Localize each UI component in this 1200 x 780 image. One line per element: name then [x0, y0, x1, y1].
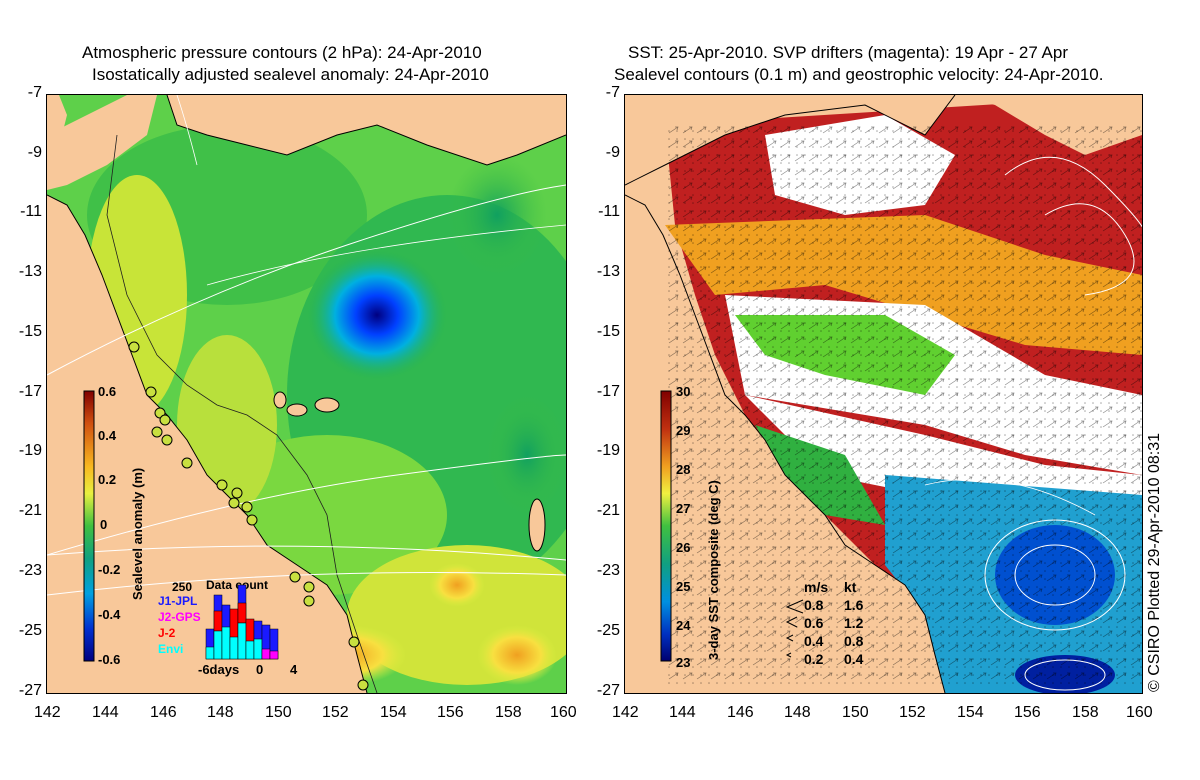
right-x-tick: 150 — [842, 704, 869, 721]
left-x-tick: 156 — [437, 704, 464, 721]
right-y-tick: -15 — [596, 323, 620, 340]
sla-tick-2: 0.2 — [98, 472, 117, 487]
sst-tick-24: 24 — [676, 618, 691, 633]
sla-tick-3: 0 — [100, 517, 108, 532]
legend-j2: J2-GPS — [158, 610, 201, 624]
right-y-tick: -9 — [605, 144, 620, 161]
left-title-line1: Atmospheric pressure contours (2 hPa): 2… — [82, 43, 482, 62]
right-x-tick: 152 — [899, 704, 926, 721]
vel-row-kt: 1.2 — [844, 615, 864, 631]
vel-header-ms: m/s — [804, 579, 829, 595]
sla-tick-0: 0.6 — [98, 384, 117, 399]
left-y-tick: -25 — [18, 622, 42, 639]
left-y-tick: -19 — [18, 442, 42, 459]
vel-row-ms: 0.6 — [804, 615, 824, 631]
right-x-tick: 160 — [1126, 704, 1153, 721]
right-x-tick: 158 — [1072, 704, 1099, 721]
sealevel-colorbar — [83, 390, 95, 662]
velocity-legend: m/s kt 0.8 1.6 0.6 1.2 0.4 0.8 0.2 0.4 — [804, 578, 863, 668]
legend-j1: J1-JPL — [158, 594, 198, 608]
sst-tick-25: 25 — [676, 579, 691, 594]
data-count-inset: 250 Data count J1-JPL J2-GPS J-2 Envi -6… — [150, 576, 300, 681]
vel-row-kt: 1.6 — [844, 597, 864, 613]
legend-j-2: J-2 — [158, 626, 176, 640]
right-x-tick: 154 — [957, 704, 984, 721]
left-y-tick: -17 — [18, 383, 42, 400]
sst-map — [624, 94, 1143, 694]
right-y-tick: -13 — [596, 263, 620, 280]
left-y-tick: -13 — [18, 263, 42, 280]
data-count-x-end: 4 — [290, 662, 298, 677]
right-x-tick: 148 — [784, 704, 811, 721]
left-y-tick: -23 — [18, 562, 42, 579]
sealevel-anomaly-map-graphic — [47, 95, 566, 693]
sst-tick-29: 29 — [676, 423, 691, 438]
left-y-tick: -9 — [27, 144, 42, 161]
sst-tick-30: 30 — [676, 384, 691, 399]
right-y-tick: -19 — [596, 442, 620, 459]
left-x-tick: 158 — [495, 704, 522, 721]
sst-tick-26: 26 — [676, 540, 691, 555]
left-x-tick: 142 — [34, 704, 61, 721]
sst-tick-28: 28 — [676, 462, 691, 477]
left-y-tick: -27 — [18, 682, 42, 699]
sla-colorbar-label: Sealevel anomaly (m) — [130, 467, 145, 600]
left-y-tick: -21 — [18, 502, 42, 519]
left-x-tick: 144 — [92, 704, 119, 721]
left-x-tick: 152 — [322, 704, 349, 721]
sla-tick-4: -0.2 — [98, 562, 121, 577]
sst-tick-27: 27 — [676, 501, 691, 516]
left-y-tick: -7 — [27, 84, 42, 101]
right-y-tick: -11 — [598, 203, 620, 220]
data-count-x-start: -6days — [198, 662, 240, 677]
sla-tick-1: 0.4 — [98, 428, 117, 443]
right-x-tick: 142 — [612, 704, 639, 721]
right-y-tick: -23 — [596, 562, 620, 579]
sst-tick-23: 23 — [676, 655, 691, 670]
right-y-tick: -17 — [596, 383, 620, 400]
vel-row-ms: 0.4 — [804, 633, 824, 649]
left-x-tick: 150 — [265, 704, 292, 721]
right-y-tick: -7 — [605, 84, 620, 101]
right-y-tick: -25 — [596, 622, 620, 639]
sst-colorbar — [660, 390, 672, 662]
sst-map-graphic — [625, 95, 1142, 693]
right-title-line2: Sealevel contours (0.1 m) and geostrophi… — [614, 65, 1104, 84]
data-count-x-zero: 0 — [256, 662, 264, 677]
left-x-tick: 160 — [550, 704, 577, 721]
left-title-line2: Isostatically adjusted sealevel anomaly:… — [92, 65, 489, 84]
vel-row-kt: 0.4 — [844, 651, 864, 667]
right-x-tick: 144 — [669, 704, 696, 721]
left-x-tick: 146 — [150, 704, 177, 721]
right-y-tick: -27 — [596, 682, 620, 699]
sst-colorbar-label: 3-day SST composite (deg C) — [706, 480, 721, 660]
sealevel-anomaly-map — [46, 94, 567, 694]
right-y-tick: -21 — [596, 502, 620, 519]
data-count-title: Data count — [206, 578, 269, 592]
vel-row-kt: 0.8 — [844, 633, 864, 649]
vel-row-ms: 0.2 — [804, 651, 824, 667]
right-x-tick: 156 — [1014, 704, 1041, 721]
right-title-line1: SST: 25-Apr-2010. SVP drifters (magenta)… — [628, 43, 1069, 62]
data-count-max: 250 — [172, 580, 193, 594]
left-x-tick: 148 — [207, 704, 234, 721]
data-count-bars — [205, 584, 279, 660]
left-y-tick: -11 — [20, 203, 42, 220]
left-x-tick: 154 — [380, 704, 407, 721]
left-y-tick: -15 — [18, 323, 42, 340]
vel-header-kt: kt — [844, 579, 857, 595]
vel-row-ms: 0.8 — [804, 597, 824, 613]
sla-tick-6: -0.6 — [98, 652, 121, 667]
sla-tick-5: -0.4 — [98, 607, 121, 622]
right-x-tick: 146 — [727, 704, 754, 721]
legend-envi: Envi — [158, 642, 184, 656]
csiro-credit: © CSIRO Plotted 29-Apr-2010 08:31 — [1146, 432, 1163, 692]
